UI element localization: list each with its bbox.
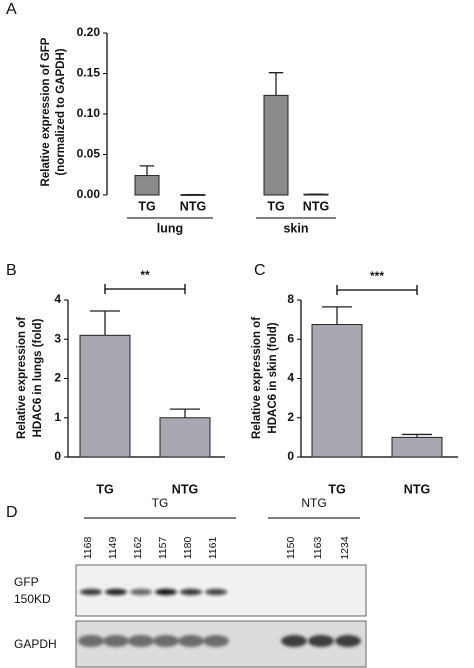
y-tick-label: 1	[54, 410, 61, 424]
error-bar	[170, 408, 200, 418]
lane-label: 1168	[82, 537, 94, 560]
lane-label: 1150	[285, 537, 297, 560]
y-tick-label: 4	[54, 292, 61, 306]
error-bar	[268, 72, 284, 96]
y-axis-label: Relative expression of GFP	[40, 37, 52, 186]
y-tick-label: 2	[54, 371, 61, 385]
band	[105, 588, 127, 596]
significance-bracket	[104, 284, 186, 294]
x-tick-label: NTG	[172, 482, 198, 496]
band	[205, 588, 227, 596]
y-axis-label: HDAC6 in lungs (fold)	[32, 318, 44, 437]
error-bar	[402, 433, 432, 438]
band	[281, 635, 307, 647]
bar	[134, 175, 160, 196]
y-tick-label: 0	[54, 449, 61, 463]
y-tick-label: 0.05	[77, 147, 101, 161]
y-tick-label: 0	[287, 449, 294, 463]
panel-label: C	[254, 262, 266, 279]
lane-label: 1234	[339, 536, 351, 560]
group-label: lung	[157, 221, 183, 235]
y-tick-label: 0.00	[77, 187, 101, 201]
bar	[263, 94, 289, 196]
y-tick-label: 6	[287, 331, 294, 345]
y-axis-label: HDAC6 in skin (fold)	[267, 322, 279, 433]
band	[178, 635, 204, 647]
band	[153, 635, 179, 647]
band	[203, 635, 229, 647]
y-tick-label: 8	[287, 292, 294, 306]
panel-label: B	[6, 262, 17, 279]
x-tick-label: TG	[267, 199, 284, 213]
lane-label: 1149	[107, 537, 119, 560]
band	[78, 635, 104, 647]
significance-label: **	[140, 268, 150, 282]
band	[103, 635, 129, 647]
y-tick-label: 0.15	[77, 66, 101, 80]
lane-label: 1162	[132, 537, 144, 560]
y-axis-label: (normalized to GAPDH)	[55, 48, 67, 175]
y-tick-label: 0.10	[77, 106, 101, 120]
panel-label: A	[6, 1, 17, 18]
y-axis-label: Relative expression of	[16, 317, 28, 439]
bar	[311, 324, 363, 458]
group-label: NTG	[301, 496, 326, 510]
x-tick-label: TG	[328, 482, 345, 496]
error-bar	[139, 165, 155, 176]
band	[155, 588, 177, 596]
lane-label: 1180	[182, 537, 194, 560]
error-bar	[90, 310, 120, 336]
bar	[391, 436, 443, 458]
row-label: 150KD	[14, 592, 51, 606]
row-label: GFP	[14, 575, 39, 589]
lane-label: 1163	[312, 537, 324, 560]
y-tick-label: 2	[287, 410, 294, 424]
y-tick-label: 0.20	[77, 25, 101, 39]
lane-label: 1161	[207, 537, 219, 560]
band	[308, 635, 334, 647]
significance-label: ***	[370, 269, 384, 283]
panel-label: D	[6, 504, 18, 521]
group-label: TG	[152, 496, 169, 510]
x-tick-label: TG	[138, 199, 155, 213]
bar	[159, 417, 211, 458]
band	[180, 588, 202, 596]
band	[80, 588, 102, 596]
x-tick-label: NTG	[303, 199, 329, 213]
group-label: skin	[283, 221, 308, 235]
row-label: GAPDH	[14, 637, 57, 651]
y-axis-label: Relative expression of	[251, 317, 263, 439]
bar	[79, 334, 131, 458]
band	[335, 635, 361, 647]
x-tick-label: NTG	[404, 482, 430, 496]
x-tick-label: TG	[96, 482, 113, 496]
significance-bracket	[336, 285, 418, 295]
lane-label: 1157	[157, 537, 169, 560]
y-tick-label: 3	[54, 331, 61, 345]
band	[128, 635, 154, 647]
x-tick-label: NTG	[180, 199, 206, 213]
error-bar	[322, 306, 352, 325]
y-tick-label: 4	[287, 371, 294, 385]
band	[130, 588, 152, 596]
